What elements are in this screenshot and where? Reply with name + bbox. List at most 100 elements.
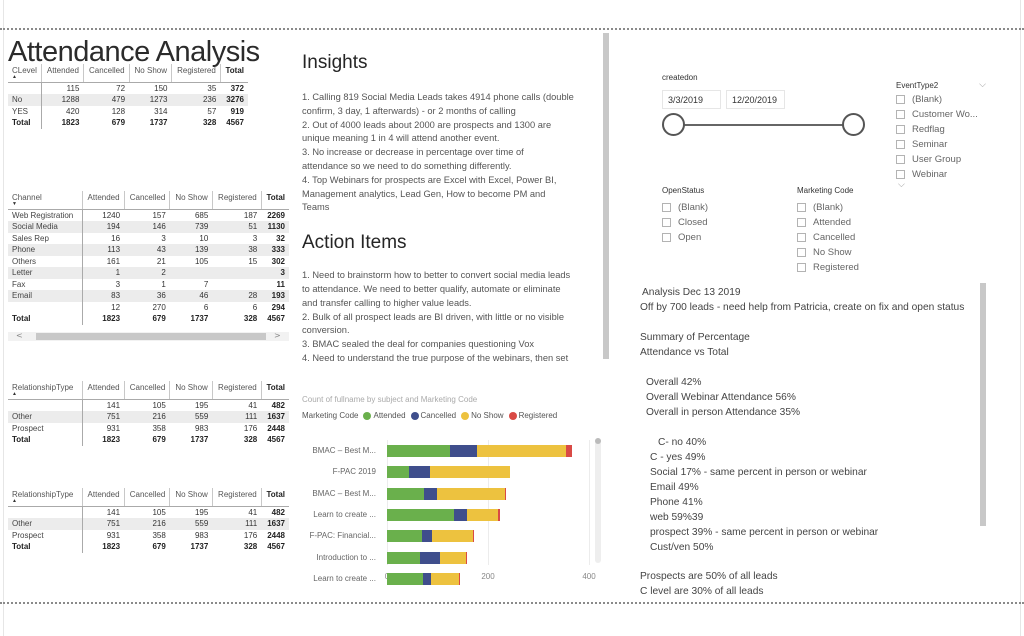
column-header-attended[interactable]: Attended [81, 488, 125, 507]
checkbox-icon[interactable] [896, 155, 905, 164]
marketing-code-option-blank[interactable]: (Blank) [797, 200, 897, 215]
bar-segment-attended[interactable] [387, 445, 450, 457]
end-date-input[interactable]: 12/20/2019 [726, 90, 785, 109]
eventtype-option-customer-wo[interactable]: Customer Wo... [896, 107, 986, 122]
checkbox-icon[interactable] [896, 95, 905, 104]
stacked-bar-chart[interactable]: Count of fullname by subject and Marketi… [302, 395, 612, 585]
column-header-total[interactable]: Total [260, 381, 289, 400]
bar-segment-no-show[interactable] [439, 551, 466, 564]
column-header-no-show[interactable]: No Show [128, 64, 172, 83]
checkbox-icon[interactable] [797, 233, 806, 242]
bar-segment-registered[interactable] [465, 551, 467, 564]
column-header-no-show[interactable]: No Show [169, 488, 213, 507]
eventtype-option-seminar[interactable]: Seminar [896, 137, 986, 152]
column-header-cancelled[interactable]: Cancelled [123, 381, 170, 400]
chevron-down-icon[interactable]: ⌵ [979, 80, 986, 90]
stacked-bar[interactable] [387, 551, 467, 564]
checkbox-icon[interactable] [896, 125, 905, 134]
horizontal-scrollbar[interactable]: < > [8, 330, 289, 341]
column-header-registered[interactable]: Registered [211, 488, 262, 507]
bar-segment-attended[interactable] [387, 572, 424, 585]
start-date-input[interactable]: 3/3/2019 [662, 90, 721, 109]
bar-segment-no-show[interactable] [431, 530, 473, 543]
checkbox-icon[interactable] [797, 203, 806, 212]
stacked-bar[interactable] [387, 487, 507, 500]
column-header-no-show[interactable]: No Show [169, 191, 213, 210]
bar-segment-cancelled[interactable] [423, 572, 432, 585]
bar-segment-cancelled[interactable] [408, 466, 431, 479]
stacked-bar[interactable] [387, 508, 500, 521]
chart-scrollbar-thumb[interactable] [595, 438, 601, 444]
checkbox-icon[interactable] [896, 110, 905, 119]
eventtype-option-user-group[interactable]: User Group [896, 152, 986, 167]
legend-item-no-show[interactable]: No Show [471, 411, 504, 420]
column-header-registered[interactable]: Registered [211, 191, 262, 210]
scroll-right-icon[interactable]: > [274, 330, 281, 340]
stacked-bar[interactable] [387, 466, 511, 479]
column-header-channel[interactable]: Channel ▼ [8, 191, 82, 210]
marketing-code-option-attended[interactable]: Attended [797, 215, 897, 230]
column-header-cancelled[interactable]: Cancelled [123, 488, 170, 507]
column-header-total[interactable]: Total [260, 488, 289, 507]
eventtype-option-webinar[interactable]: Webinar [896, 167, 986, 182]
openstatus-option-open[interactable]: Open [662, 230, 762, 245]
bar-segment-cancelled[interactable] [423, 487, 437, 500]
column-header-relationshiptype[interactable]: RelationshipType ▲ [8, 488, 82, 507]
bar-segment-registered[interactable] [472, 530, 474, 543]
scroll-down-chevron-icon[interactable]: ⌵ [898, 180, 905, 190]
bar-segment-attended[interactable] [387, 466, 409, 479]
bar-segment-no-show[interactable] [430, 466, 511, 479]
bar-segment-registered[interactable] [505, 487, 507, 500]
date-range-slider-track[interactable] [680, 124, 854, 126]
eventtype-option-blank[interactable]: (Blank) [896, 92, 986, 107]
marketing-code-option-cancelled[interactable]: Cancelled [797, 230, 897, 245]
bar-segment-cancelled[interactable] [419, 551, 440, 564]
column-header-cancelled[interactable]: Cancelled [123, 191, 170, 210]
bar-segment-registered[interactable] [458, 572, 460, 585]
column-header-registered[interactable]: Registered [171, 64, 221, 83]
bar-segment-attended[interactable] [387, 487, 424, 500]
column-header-no-show[interactable]: No Show [169, 381, 213, 400]
checkbox-icon[interactable] [662, 233, 671, 242]
stacked-bar[interactable] [387, 445, 573, 457]
legend-item-attended[interactable]: Attended [373, 411, 406, 420]
insights-textbox[interactable]: Insights 1. Calling 819 Social Media Lea… [302, 52, 602, 366]
checkbox-icon[interactable] [662, 218, 671, 227]
chart-scrollbar[interactable] [595, 438, 601, 563]
bar-segment-registered[interactable] [498, 508, 500, 521]
channel-matrix[interactable]: Channel ▼ Attended Cancelled No Show Regi… [8, 191, 289, 341]
clevel-matrix[interactable]: CLevel ▲ Attended Cancelled No Show Regis… [8, 64, 248, 129]
relationship-matrix-1[interactable]: RelationshipType ▲ Attended Cancelled No Sho… [8, 381, 289, 446]
bar-segment-cancelled[interactable] [422, 530, 432, 543]
legend-item-registered[interactable]: Registered [518, 411, 558, 420]
openstatus-option-closed[interactable]: Closed [662, 215, 762, 230]
openstatus-option-blank[interactable]: (Blank) [662, 200, 762, 215]
bar-segment-no-show[interactable] [467, 508, 499, 521]
checkbox-icon[interactable] [797, 218, 806, 227]
bar-segment-cancelled[interactable] [453, 508, 468, 521]
column-header-attended[interactable]: Attended [81, 191, 125, 210]
checkbox-icon[interactable] [896, 170, 905, 179]
bar-segment-attended[interactable] [387, 551, 420, 564]
insights-vertical-scrollbar[interactable] [603, 33, 609, 359]
bar-segment-attended[interactable] [387, 508, 454, 521]
column-header-registered[interactable]: Registered [211, 381, 262, 400]
column-header-total[interactable]: Total [219, 64, 248, 83]
stacked-bar[interactable] [387, 530, 474, 543]
column-header-attended[interactable]: Attended [81, 381, 125, 400]
column-header-attended[interactable]: Attended [40, 64, 84, 83]
date-range-start-handle[interactable] [662, 113, 685, 136]
checkbox-icon[interactable] [896, 140, 905, 149]
analysis-textbox[interactable]: Analysis Dec 13 2019 Off by 700 leads - … [640, 285, 964, 599]
date-range-end-handle[interactable] [842, 113, 865, 136]
bar-segment-cancelled[interactable] [449, 445, 478, 457]
bar-segment-attended[interactable] [387, 530, 423, 543]
bar-segment-registered[interactable] [565, 445, 573, 457]
legend-item-cancelled[interactable]: Cancelled [420, 411, 457, 420]
scroll-left-icon[interactable]: < [16, 330, 23, 340]
eventtype-option-redflag[interactable]: Redflag [896, 122, 986, 137]
checkbox-icon[interactable] [797, 263, 806, 272]
column-header-relationshiptype[interactable]: RelationshipType ▲ [8, 381, 82, 400]
column-header-total[interactable]: Total [260, 191, 289, 210]
scrollbar-thumb[interactable] [36, 332, 266, 340]
